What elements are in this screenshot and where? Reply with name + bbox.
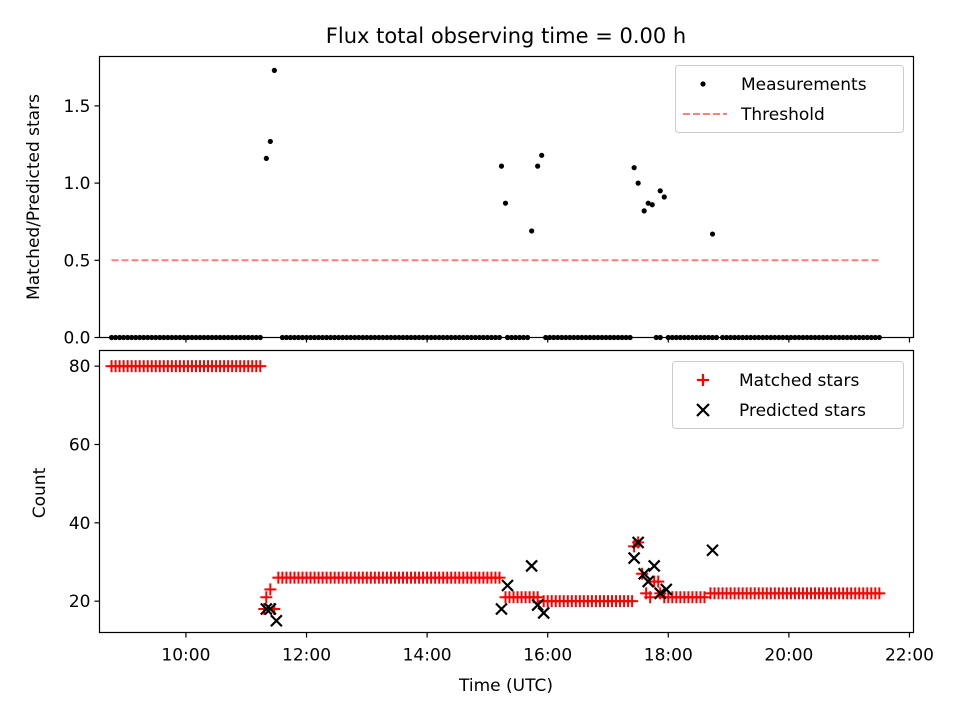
bottom-y-tick-label: 40 xyxy=(69,514,91,534)
measurement-point xyxy=(635,180,641,186)
bottom-y-tick-label: 80 xyxy=(69,357,91,377)
bottom-y-tick-label: 20 xyxy=(69,592,91,612)
top-legend: Measurements Threshold xyxy=(675,65,904,133)
predicted-star-marker xyxy=(631,536,645,549)
bottom-y-ticks: 20 40 60 80 xyxy=(69,357,100,612)
bottom-legend: Matched stars Predicted stars xyxy=(672,361,904,429)
top-y-axis-label: Matched/Predicted stars xyxy=(24,94,44,300)
matched-star-marker xyxy=(698,591,711,604)
matched-star-marker xyxy=(493,571,506,584)
top-axes-frame xyxy=(98,55,915,339)
predicted-star-marker xyxy=(260,602,273,616)
measurement-point xyxy=(267,138,273,145)
top-data-layer xyxy=(108,67,882,341)
matched-star-marker xyxy=(260,591,273,604)
legend-matched-label: Matched stars xyxy=(739,371,859,391)
predicted-star-marker xyxy=(637,567,651,581)
bottom-legend-box xyxy=(672,361,904,429)
bottom-panel: 20 40 60 80 10:00 12:00 14:00 16:00 18:00 20:00 2… xyxy=(30,349,934,696)
legend-matched-marker xyxy=(697,374,709,386)
measurement-point xyxy=(502,200,509,206)
measurement-point xyxy=(271,67,277,73)
predicted-star-marker xyxy=(627,551,641,565)
x-tick-label: 10:00 xyxy=(161,646,210,666)
legend-predicted-label: Predicted stars xyxy=(739,401,866,421)
matched-star-marker xyxy=(264,583,277,596)
measurement-point xyxy=(709,231,716,237)
matched-star-marker xyxy=(531,591,544,604)
matched-star-marker xyxy=(258,603,271,615)
chart-title: Flux total observing time = 0.00 h xyxy=(326,24,686,48)
predicted-star-marker xyxy=(501,579,514,592)
bottom-data-layer xyxy=(105,360,886,628)
matched-star-marker xyxy=(652,575,665,588)
legend-predicted-marker xyxy=(696,403,710,417)
measurement-point xyxy=(649,202,655,208)
measurement-point xyxy=(535,163,541,169)
bottom-y-axis-label: Count xyxy=(30,467,50,518)
measurement-point xyxy=(657,188,663,194)
matched-star-marker xyxy=(644,591,657,604)
measurement-point xyxy=(645,200,651,206)
x-tick-label: 18:00 xyxy=(644,646,693,666)
measurement-point xyxy=(539,152,545,158)
predicted-star-marker xyxy=(531,598,544,612)
measurement-point xyxy=(529,228,535,234)
x-tick-label: 16:00 xyxy=(523,646,572,666)
predicted-star-marker xyxy=(270,614,283,628)
x-axis-label: Time (UTC) xyxy=(458,676,553,696)
predicted-star-marker xyxy=(264,602,277,616)
top-legend-box xyxy=(675,65,904,133)
matched-star-marker xyxy=(636,567,649,580)
top-y-tick-label: 1.5 xyxy=(63,97,90,117)
predicted-star-marker xyxy=(537,606,550,620)
measurement-point xyxy=(641,208,647,214)
predicted-star-marker xyxy=(525,559,538,573)
predicted-star-marker xyxy=(495,602,508,616)
top-y-ticks: 0.0 0.5 1.0 1.5 xyxy=(63,97,100,349)
predicted-star-marker xyxy=(641,575,655,588)
measurement-point xyxy=(263,155,269,162)
top-y-tick-label: 0.0 xyxy=(63,329,90,349)
predicted-star-marker xyxy=(660,583,673,596)
legend-threshold-label: Threshold xyxy=(740,105,825,125)
x-tick-label: 12:00 xyxy=(282,646,331,666)
top-y-tick-label: 1.0 xyxy=(63,174,90,194)
legend-measurements-marker xyxy=(700,81,706,87)
matched-star-marker xyxy=(254,360,267,373)
predicted-star-marker xyxy=(706,543,719,557)
measurement-point xyxy=(498,163,505,169)
top-x-ticks xyxy=(185,337,911,343)
bottom-x-ticks: 10:00 12:00 14:00 16:00 18:00 20:00 22:00 xyxy=(161,632,934,666)
legend-measurements-label: Measurements xyxy=(741,75,867,95)
bottom-axes-frame xyxy=(98,349,915,634)
x-tick-label: 22:00 xyxy=(885,646,934,666)
x-tick-label: 14:00 xyxy=(403,646,452,666)
top-panel: 0.0 0.5 1.0 1.5 Matched/Predicted stars Mea… xyxy=(24,55,915,349)
bottom-y-tick-label: 60 xyxy=(69,436,91,456)
top-y-tick-label: 0.5 xyxy=(63,251,90,271)
predicted-star-marker xyxy=(653,587,667,600)
measurement-point xyxy=(661,194,667,200)
x-tick-label: 20:00 xyxy=(764,646,813,666)
predicted-star-marker xyxy=(647,559,661,573)
matched-star-marker xyxy=(626,595,639,608)
measurement-point xyxy=(631,165,637,171)
matched-star-marker xyxy=(873,587,886,600)
